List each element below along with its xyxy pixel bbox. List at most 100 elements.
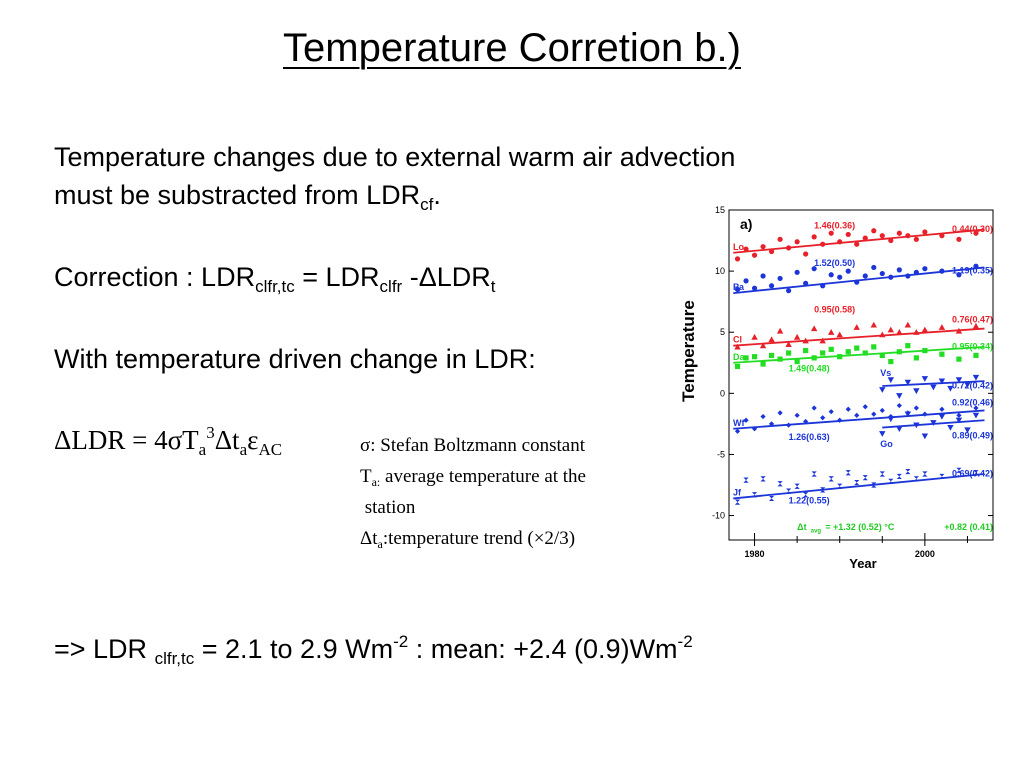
data-point <box>803 492 809 498</box>
data-point <box>786 245 792 251</box>
data-point <box>879 233 885 239</box>
data-point <box>803 251 809 257</box>
result-mid-2: : mean: +2.4 (0.9)Wm <box>408 634 678 664</box>
data-point <box>896 393 903 399</box>
trend-value-label: 1.22(0.55) <box>789 495 830 505</box>
data-point <box>854 345 860 351</box>
data-point <box>760 244 766 250</box>
data-point <box>887 326 895 333</box>
trend-line <box>733 409 985 430</box>
note-ta-rest: average temperature at the <box>380 466 586 487</box>
series-name-label: Jf <box>733 487 742 497</box>
data-point <box>973 263 979 269</box>
annotation-text: avg <box>811 529 822 535</box>
data-point <box>955 327 963 334</box>
series-name-label: Wf <box>733 418 745 428</box>
data-point <box>879 407 885 414</box>
trend-line <box>882 380 985 387</box>
data-point <box>862 273 868 279</box>
data-point <box>734 499 741 505</box>
data-point <box>896 329 903 335</box>
data-point <box>786 488 792 494</box>
series-name-label: Vs <box>880 368 891 378</box>
data-point <box>888 237 894 244</box>
intro-line-2-end: . <box>433 180 441 210</box>
formula-sub-a1: a <box>198 440 207 459</box>
data-point <box>921 376 929 382</box>
formula-sub-ac: AC <box>258 440 283 459</box>
series-cl: Cl 0.95(0.58) 0.76(0.47) <box>733 305 993 350</box>
data-point <box>827 329 835 335</box>
trend-value-label: 1.19(0.35) <box>952 266 993 276</box>
data-point <box>921 433 929 440</box>
data-point <box>811 355 817 361</box>
data-point <box>938 324 946 330</box>
y-tick-label: 15 <box>715 205 725 215</box>
data-point <box>887 377 895 384</box>
data-point <box>871 411 877 417</box>
data-point <box>913 236 919 242</box>
data-point <box>837 239 843 245</box>
data-point <box>871 264 877 271</box>
trend-line <box>733 473 985 500</box>
note-station: station <box>360 497 416 518</box>
trend-value-label: 0.95(0.34) <box>952 341 993 351</box>
formula-dt: Δt <box>214 425 240 455</box>
data-point <box>904 379 912 386</box>
data-point <box>820 241 826 247</box>
formula-sup-3: 3 <box>206 423 215 442</box>
series-da: Da 1.49(0.48) 0.95(0.34) <box>733 341 993 373</box>
data-point <box>793 333 801 340</box>
annotation-text: = +1.32 (0.52) °C <box>825 522 895 532</box>
data-point <box>811 405 817 411</box>
y-tick-label: -10 <box>712 511 725 521</box>
data-point <box>913 269 919 275</box>
trend-value-label: 1.49(0.48) <box>789 363 830 373</box>
data-point <box>837 483 843 489</box>
data-point <box>837 417 843 423</box>
data-point <box>973 230 979 236</box>
trend-value-label: 0.89(0.49) <box>952 431 993 441</box>
series-name-label: Cl <box>733 335 742 345</box>
data-point <box>896 349 902 355</box>
data-point <box>947 424 954 431</box>
data-point <box>854 479 860 486</box>
data-point <box>734 363 741 370</box>
data-point <box>862 475 868 481</box>
trend-line <box>733 327 985 347</box>
trend-value-label: 0.72(0.42) <box>952 380 993 390</box>
correction-sub-3: t <box>490 277 496 296</box>
data-point <box>768 283 775 289</box>
data-point <box>913 405 919 411</box>
data-point <box>888 274 894 280</box>
data-point <box>905 343 911 349</box>
correction-sub-2: clfr <box>379 277 403 296</box>
trend-value-label: 1.46(0.36) <box>814 220 855 230</box>
trend-value-label: 1.26(0.63) <box>789 432 830 442</box>
y-tick-label: -5 <box>717 449 725 459</box>
chart-plot-frame <box>728 209 994 541</box>
data-point <box>836 331 843 338</box>
data-point <box>811 266 817 272</box>
data-point <box>922 411 928 417</box>
data-point <box>820 415 826 421</box>
data-point <box>905 468 911 475</box>
data-point <box>939 406 945 412</box>
data-point <box>794 412 800 418</box>
data-point <box>828 230 834 236</box>
data-point <box>862 404 868 410</box>
data-point <box>887 416 895 423</box>
data-point <box>938 378 946 385</box>
data-point <box>871 228 877 234</box>
data-point <box>939 233 945 239</box>
chart-panel-label: a) <box>740 216 752 232</box>
trend-value-label: 0.92(0.46) <box>952 398 993 408</box>
data-point <box>913 329 920 335</box>
intro-line-2-main: must be substracted from LDR <box>54 180 421 210</box>
data-point <box>879 331 886 338</box>
annotation-text: Δt <box>797 522 806 532</box>
data-point <box>939 351 945 357</box>
data-point <box>972 374 980 381</box>
data-point <box>845 406 851 412</box>
